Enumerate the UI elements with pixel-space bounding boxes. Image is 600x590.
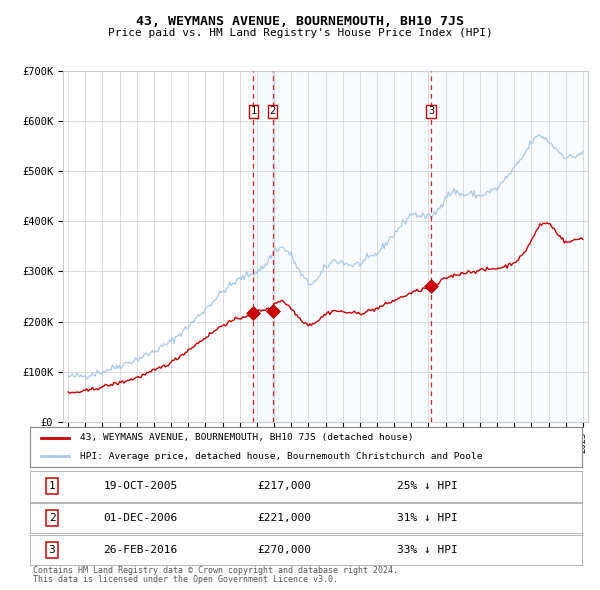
Text: HPI: Average price, detached house, Bournemouth Christchurch and Poole: HPI: Average price, detached house, Bour… bbox=[80, 452, 482, 461]
Text: 33% ↓ HPI: 33% ↓ HPI bbox=[397, 545, 458, 555]
Text: £217,000: £217,000 bbox=[257, 481, 311, 491]
Text: 01-DEC-2006: 01-DEC-2006 bbox=[103, 513, 178, 523]
Bar bbox=[272, 71, 592, 422]
Text: 19-OCT-2005: 19-OCT-2005 bbox=[103, 481, 178, 491]
Text: 25% ↓ HPI: 25% ↓ HPI bbox=[397, 481, 458, 491]
Text: 1: 1 bbox=[49, 481, 55, 491]
Text: 1: 1 bbox=[250, 106, 257, 116]
Text: 43, WEYMANS AVENUE, BOURNEMOUTH, BH10 7JS: 43, WEYMANS AVENUE, BOURNEMOUTH, BH10 7J… bbox=[136, 15, 464, 28]
Text: 43, WEYMANS AVENUE, BOURNEMOUTH, BH10 7JS (detached house): 43, WEYMANS AVENUE, BOURNEMOUTH, BH10 7J… bbox=[80, 434, 413, 442]
Text: 31% ↓ HPI: 31% ↓ HPI bbox=[397, 513, 458, 523]
Text: Price paid vs. HM Land Registry's House Price Index (HPI): Price paid vs. HM Land Registry's House … bbox=[107, 28, 493, 38]
Text: This data is licensed under the Open Government Licence v3.0.: This data is licensed under the Open Gov… bbox=[33, 575, 338, 584]
Text: Contains HM Land Registry data © Crown copyright and database right 2024.: Contains HM Land Registry data © Crown c… bbox=[33, 566, 398, 575]
Text: 3: 3 bbox=[428, 106, 434, 116]
Text: 2: 2 bbox=[49, 513, 55, 523]
Text: £270,000: £270,000 bbox=[257, 545, 311, 555]
Bar bbox=[253, 71, 272, 422]
Text: 3: 3 bbox=[49, 545, 55, 555]
Text: 2: 2 bbox=[269, 106, 276, 116]
Text: 26-FEB-2016: 26-FEB-2016 bbox=[103, 545, 178, 555]
Text: £221,000: £221,000 bbox=[257, 513, 311, 523]
